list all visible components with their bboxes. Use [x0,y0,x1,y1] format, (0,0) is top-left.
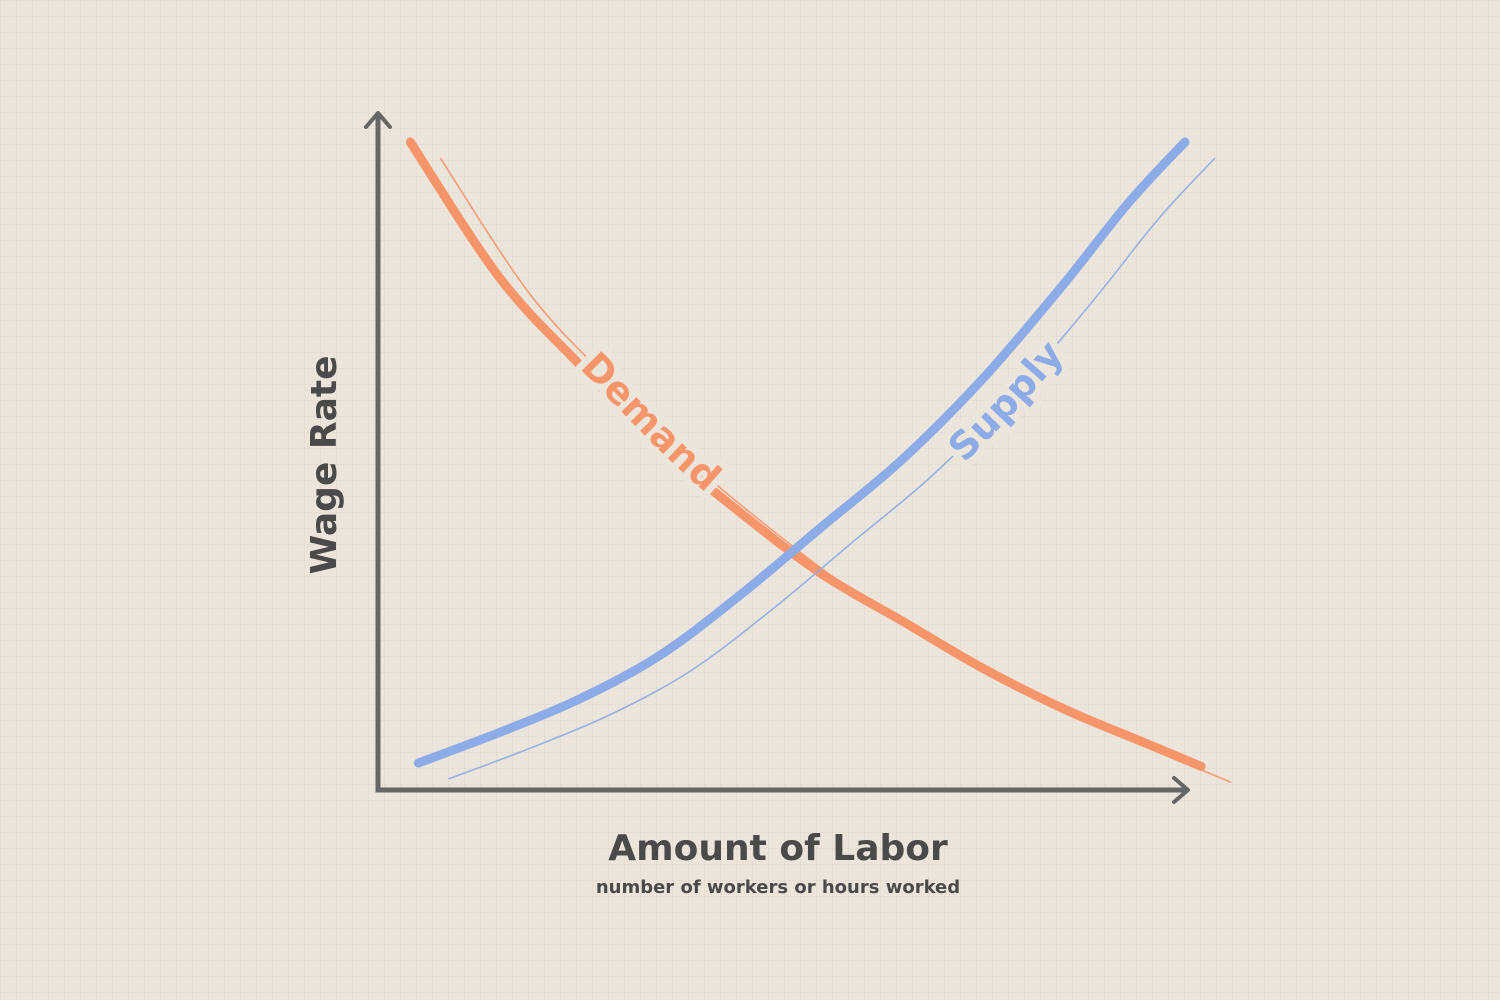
y-axis-arrowhead [364,111,392,129]
demand-curve-echo [439,157,1232,784]
x-axis-arrowhead [1172,776,1190,804]
x-axis-label: Amount of Labor [608,828,948,869]
supply-curve [413,137,1190,768]
demand-curve [405,137,1206,771]
supply-curve-echo [448,157,1216,780]
curves-layer [405,137,1232,784]
demand-label: Demand [573,344,729,500]
x-axis-sublabel: number of workers or hours worked [596,877,960,898]
y-axis-label: Wage Rate [304,355,345,574]
